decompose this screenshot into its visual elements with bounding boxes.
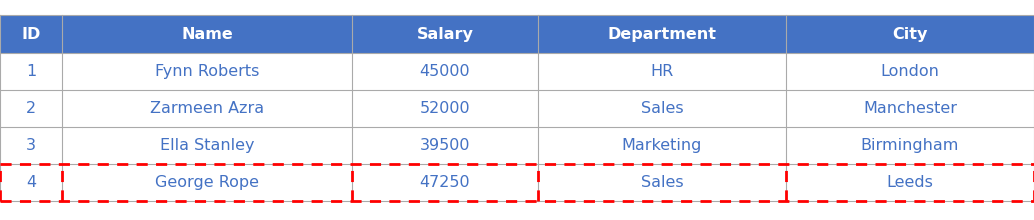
Text: Leeds: Leeds [886,175,934,190]
Text: Manchester: Manchester [863,101,957,116]
Text: ID: ID [22,26,40,42]
Text: Department: Department [608,26,717,42]
Text: 3: 3 [26,138,36,153]
Text: 4: 4 [26,175,36,190]
Bar [0,164,1034,201]
Bar [0,53,1034,90]
Text: 1: 1 [26,64,36,79]
Bar [0,15,1034,53]
Text: Fynn Roberts: Fynn Roberts [155,64,260,79]
Text: Name: Name [181,26,233,42]
Text: George Rope: George Rope [155,175,258,190]
Text: City: City [892,26,927,42]
Text: Sales: Sales [641,175,683,190]
Text: Ella Stanley: Ella Stanley [159,138,254,153]
Text: 39500: 39500 [420,138,470,153]
Text: Sales: Sales [641,101,683,116]
Text: 45000: 45000 [420,64,470,79]
Text: London: London [881,64,940,79]
Text: Salary: Salary [417,26,474,42]
Text: 52000: 52000 [420,101,470,116]
Text: HR: HR [650,64,673,79]
Bar [0,127,1034,164]
Text: 47250: 47250 [420,175,470,190]
Text: 2: 2 [26,101,36,116]
Text: Birmingham: Birmingham [861,138,960,153]
Text: Marketing: Marketing [621,138,702,153]
Bar [0,90,1034,127]
Text: Zarmeen Azra: Zarmeen Azra [150,101,264,116]
